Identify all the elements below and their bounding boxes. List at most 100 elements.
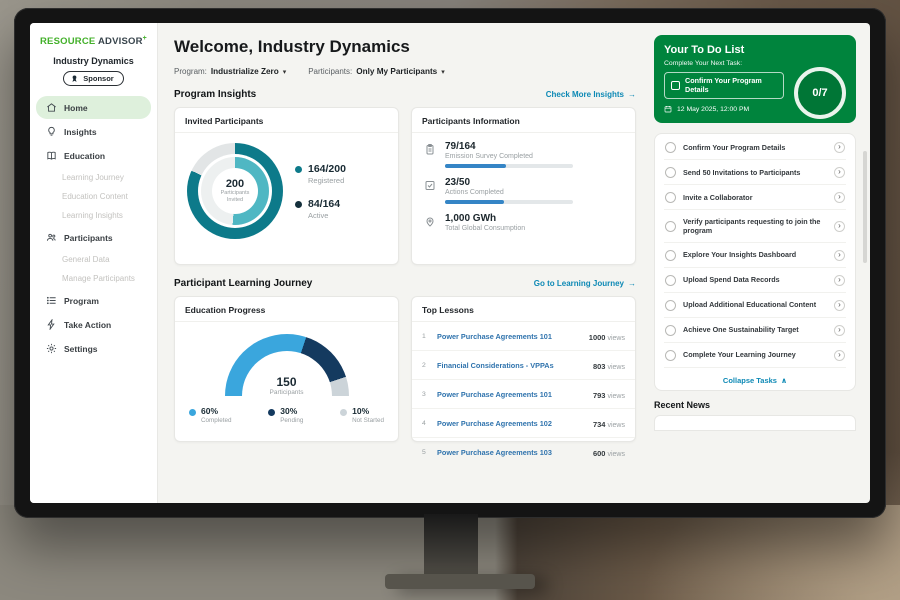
sidebar-item-education[interactable]: Education bbox=[36, 144, 151, 167]
task-checkbox[interactable] bbox=[665, 249, 676, 261]
chevron-right-icon[interactable]: › bbox=[834, 249, 845, 261]
sidebar-item-take-action[interactable]: Take Action bbox=[36, 313, 151, 336]
lesson-title[interactable]: Power Purchase Agreements 103 bbox=[437, 447, 552, 457]
program-filter-value: Industrialize Zero bbox=[210, 67, 279, 76]
card-title: Participants Information bbox=[412, 108, 635, 133]
people-icon bbox=[46, 232, 57, 243]
task-row[interactable]: Verify participants requesting to join t… bbox=[664, 210, 846, 243]
sidebar-item-insights[interactable]: Insights bbox=[36, 120, 151, 143]
lesson-title[interactable]: Financial Considerations - VPPAs bbox=[437, 360, 554, 370]
task-checkbox[interactable] bbox=[665, 220, 676, 232]
card-title: Top Lessons bbox=[412, 297, 635, 322]
learning-journey-cards: Education Progress 150 Participants bbox=[174, 296, 636, 458]
chevron-right-icon[interactable]: › bbox=[834, 141, 845, 153]
todo-panel: Your To Do List Complete Your Next Task:… bbox=[650, 23, 870, 503]
task-row[interactable]: Upload Spend Data Records › bbox=[664, 268, 846, 293]
sidebar-item-program[interactable]: Program bbox=[36, 289, 151, 312]
task-row[interactable]: Upload Additional Educational Content › bbox=[664, 293, 846, 318]
monitor-frame: RESOURCE ADVISOR+ Industry Dynamics Spon… bbox=[14, 8, 886, 518]
program-filter[interactable]: Program: Industrialize Zero ▾ bbox=[174, 67, 286, 76]
chevron-right-icon[interactable]: › bbox=[834, 324, 845, 336]
sidebar-item-general-data[interactable]: General Data bbox=[62, 255, 110, 265]
invited-donut-chart: 200 Participants Invited bbox=[187, 143, 283, 239]
task-row[interactable]: Achieve One Sustainability Target › bbox=[664, 318, 846, 343]
book-icon bbox=[46, 150, 57, 161]
caret-up-icon: ∧ bbox=[780, 376, 788, 385]
chevron-right-icon[interactable]: › bbox=[834, 274, 845, 286]
chevron-right-icon[interactable]: › bbox=[834, 299, 845, 311]
task-row[interactable]: Complete Your Learning Journey › bbox=[664, 343, 846, 368]
bulb-icon bbox=[46, 126, 57, 137]
task-checkbox[interactable] bbox=[665, 274, 676, 286]
sidebar-item-learning-insights[interactable]: Learning Insights bbox=[62, 211, 123, 221]
legend-item-completed: 60% Completed bbox=[189, 406, 231, 424]
collapse-tasks-link[interactable]: Collapse Tasks ∧ bbox=[722, 376, 788, 385]
award-icon bbox=[70, 74, 79, 83]
participants-filter[interactable]: Participants: Only My Participants ▾ bbox=[308, 67, 445, 76]
scrollbar[interactable] bbox=[863, 151, 867, 263]
bolt-icon bbox=[46, 319, 57, 331]
list-icon bbox=[46, 295, 57, 306]
check-square-icon bbox=[424, 179, 436, 192]
gauge-center-label: Participants bbox=[269, 389, 304, 396]
program-insights-header: Program Insights Check More Insights → bbox=[174, 89, 636, 100]
invited-legend: 164/200 Registered 84/164 Active bbox=[295, 163, 346, 220]
chevron-right-icon[interactable]: › bbox=[834, 220, 845, 232]
sponsor-badge[interactable]: Sponsor bbox=[63, 71, 124, 87]
task-row[interactable]: Invite a Collaborator › bbox=[664, 185, 846, 211]
arrow-right-icon: → bbox=[628, 90, 636, 99]
sidebar-item-participants[interactable]: Participants bbox=[36, 226, 151, 249]
task-checkbox[interactable] bbox=[665, 166, 676, 178]
lesson-row[interactable]: 1 Power Purchase Agreements 101 1000 view… bbox=[412, 322, 635, 351]
legend-item-registered: 164/200 Registered bbox=[295, 163, 346, 185]
lesson-row[interactable]: 2 Financial Considerations - VPPAs 803 vi… bbox=[412, 351, 635, 380]
emission-progress-bar bbox=[445, 164, 573, 168]
filters-row: Program: Industrialize Zero ▾ Participan… bbox=[174, 67, 636, 76]
participants-filter-value: Only My Participants bbox=[356, 67, 438, 76]
sidebar-item-settings[interactable]: Settings bbox=[36, 337, 151, 360]
sidebar-nav: Home Insights Education Learning Journey… bbox=[30, 96, 157, 360]
lesson-row[interactable]: 5 Power Purchase Agreements 103 600 views bbox=[422, 447, 625, 459]
task-row[interactable]: Confirm Your Program Details › bbox=[664, 135, 846, 161]
education-gauge-chart: 150 Participants bbox=[224, 334, 349, 396]
sidebar-item-home[interactable]: Home bbox=[36, 96, 151, 120]
lesson-title[interactable]: Power Purchase Agreements 102 bbox=[437, 418, 552, 428]
lesson-title[interactable]: Power Purchase Agreements 101 bbox=[437, 389, 552, 399]
learning-journey-title: Participant Learning Journey bbox=[174, 278, 313, 289]
chevron-right-icon[interactable]: › bbox=[834, 191, 845, 203]
legend-dot bbox=[295, 200, 302, 208]
card-title: Invited Participants bbox=[175, 108, 398, 133]
lesson-title[interactable]: Power Purchase Agreements 101 bbox=[437, 331, 552, 341]
todo-title: Your To Do List bbox=[664, 44, 745, 56]
legend-dot bbox=[189, 409, 196, 416]
recent-news-title: Recent News bbox=[654, 400, 711, 410]
go-to-learning-journey-link[interactable]: Go to Learning Journey → bbox=[533, 279, 636, 288]
lesson-row[interactable]: 4 Power Purchase Agreements 102 734 views bbox=[412, 409, 635, 438]
sidebar-item-learning-journey[interactable]: Learning Journey bbox=[62, 173, 124, 183]
chevron-right-icon[interactable]: › bbox=[834, 349, 845, 361]
donut-center-label: Participants Invited bbox=[220, 189, 250, 203]
lesson-row[interactable]: 3 Power Purchase Agreements 101 793 views bbox=[412, 380, 635, 409]
check-more-insights-link[interactable]: Check More Insights → bbox=[545, 90, 636, 99]
task-checkbox[interactable] bbox=[665, 324, 676, 336]
checkbox-icon[interactable] bbox=[671, 81, 680, 91]
todo-tasks-card: Confirm Your Program Details › Send 50 I… bbox=[654, 133, 856, 391]
task-checkbox[interactable] bbox=[665, 299, 676, 311]
home-icon bbox=[46, 102, 57, 113]
sidebar-item-manage-participants[interactable]: Manage Participants bbox=[62, 274, 135, 284]
task-checkbox[interactable] bbox=[665, 349, 676, 361]
task-row[interactable]: Explore Your Insights Dashboard › bbox=[664, 243, 846, 268]
chevron-right-icon[interactable]: › bbox=[834, 166, 845, 178]
sponsor-label: Sponsor bbox=[83, 74, 114, 84]
task-checkbox[interactable] bbox=[665, 141, 676, 153]
next-task[interactable]: Confirm Your Program Details bbox=[664, 72, 784, 100]
arrow-right-icon: → bbox=[628, 279, 636, 288]
next-task-due: 12 May 2025, 12:00 PM bbox=[664, 105, 846, 113]
task-checkbox[interactable] bbox=[665, 191, 676, 203]
main-content: Welcome, Industry Dynamics Program: Indu… bbox=[158, 23, 650, 503]
todo-subtitle: Complete Your Next Task: bbox=[664, 60, 743, 67]
sidebar-item-education-content[interactable]: Education Content bbox=[62, 192, 128, 202]
logo-secondary: ADVISOR bbox=[97, 36, 143, 48]
task-row[interactable]: Send 50 Invitations to Participants › bbox=[664, 160, 846, 186]
gear-icon bbox=[46, 343, 57, 354]
